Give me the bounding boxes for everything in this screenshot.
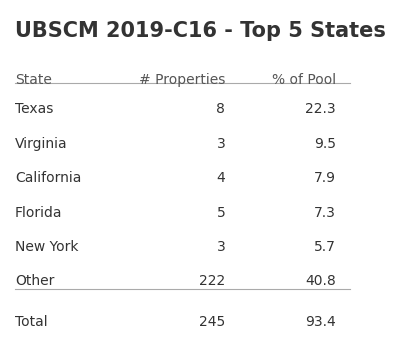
Text: 8: 8 bbox=[216, 102, 225, 117]
Text: 22.3: 22.3 bbox=[305, 102, 336, 117]
Text: 7.3: 7.3 bbox=[314, 206, 336, 220]
Text: 93.4: 93.4 bbox=[305, 315, 336, 330]
Text: New York: New York bbox=[15, 240, 79, 254]
Text: Texas: Texas bbox=[15, 102, 53, 117]
Text: 245: 245 bbox=[199, 315, 225, 330]
Text: 222: 222 bbox=[199, 274, 225, 288]
Text: UBSCM 2019-C16 - Top 5 States: UBSCM 2019-C16 - Top 5 States bbox=[15, 21, 386, 40]
Text: # Properties: # Properties bbox=[139, 73, 225, 87]
Text: 5: 5 bbox=[216, 206, 225, 220]
Text: Florida: Florida bbox=[15, 206, 62, 220]
Text: 5.7: 5.7 bbox=[314, 240, 336, 254]
Text: 9.5: 9.5 bbox=[314, 137, 336, 151]
Text: State: State bbox=[15, 73, 52, 87]
Text: Virginia: Virginia bbox=[15, 137, 68, 151]
Text: 7.9: 7.9 bbox=[314, 171, 336, 185]
Text: Total: Total bbox=[15, 315, 47, 330]
Text: 3: 3 bbox=[216, 137, 225, 151]
Text: California: California bbox=[15, 171, 81, 185]
Text: % of Pool: % of Pool bbox=[272, 73, 336, 87]
Text: Other: Other bbox=[15, 274, 54, 288]
Text: 3: 3 bbox=[216, 240, 225, 254]
Text: 4: 4 bbox=[216, 171, 225, 185]
Text: 40.8: 40.8 bbox=[305, 274, 336, 288]
